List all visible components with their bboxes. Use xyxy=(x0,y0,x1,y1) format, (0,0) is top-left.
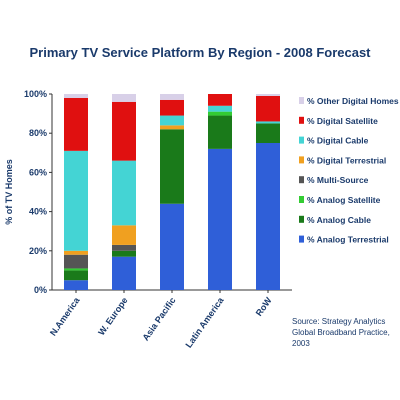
bar-segment xyxy=(160,203,184,290)
bar-segment xyxy=(256,123,280,143)
bar-segment xyxy=(64,268,88,271)
bar-segment xyxy=(208,94,232,106)
bar-segment xyxy=(112,94,136,102)
x-tick-label: RoW xyxy=(254,295,274,318)
chart-title: Primary TV Service Platform By Region - … xyxy=(29,45,371,60)
x-tick-label: Asia Pacific xyxy=(140,295,177,342)
source-line: Source: Strategy Analytics xyxy=(292,317,386,326)
legend-label: % Analog Terrestrial xyxy=(307,235,389,245)
legend-swatch xyxy=(299,97,304,104)
bar-segment xyxy=(112,101,136,161)
x-tick-label: N.America xyxy=(48,295,82,338)
bar-segment xyxy=(256,121,280,124)
legend-label: % Digital Cable xyxy=(307,136,369,146)
legend-label: % Digital Terrestrial xyxy=(307,155,386,165)
bar-segment xyxy=(112,256,136,290)
bar-segment xyxy=(160,94,184,100)
y-tick-label: 60% xyxy=(29,167,47,177)
legend-swatch xyxy=(299,156,304,164)
bar-segment xyxy=(112,250,136,257)
bar-segment xyxy=(64,97,88,151)
bar-segment xyxy=(64,270,88,281)
legend-swatch xyxy=(299,196,304,203)
bar-segment xyxy=(256,94,280,96)
bar-segment xyxy=(64,150,88,251)
bar-segment xyxy=(112,160,136,226)
x-tick-label: W. Europe xyxy=(96,295,129,337)
source-line: 2003 xyxy=(292,339,310,348)
y-tick-label: 0% xyxy=(34,285,47,295)
legend-label: % Other Digital Homes xyxy=(307,96,399,106)
bar-segment xyxy=(160,115,184,126)
legend-swatch xyxy=(299,116,304,124)
y-tick-label: 20% xyxy=(29,246,47,256)
bar-segment xyxy=(256,95,280,122)
y-tick-label: 100% xyxy=(24,89,47,99)
source-note: Source: Strategy Analytics Global Broadb… xyxy=(292,316,397,349)
y-tick-label: 80% xyxy=(29,128,47,138)
bar-segment xyxy=(64,280,88,290)
bar-segment xyxy=(208,115,232,149)
bar-segment xyxy=(112,244,136,251)
source-line: Global Broadband Practice, xyxy=(292,328,390,337)
x-tick-label: Latin America xyxy=(183,295,226,350)
bar-segment xyxy=(256,143,280,290)
legend-swatch xyxy=(299,235,304,243)
legend-label: % Analog Cable xyxy=(307,215,371,225)
legend-swatch xyxy=(299,136,304,144)
legend-label: % Analog Satellite xyxy=(307,195,381,205)
legend-label: % Multi-Source xyxy=(307,175,369,185)
bar-segment xyxy=(160,129,184,204)
legend-swatch xyxy=(299,215,304,223)
bar-segment xyxy=(208,148,232,290)
legend-label: % Digital Satellite xyxy=(307,116,378,126)
bar-segment xyxy=(208,111,232,116)
bar-segment xyxy=(160,125,184,130)
y-axis-label: % of TV Homes xyxy=(4,159,14,225)
bar-segment xyxy=(64,94,88,98)
bar-segment xyxy=(208,105,232,112)
bar-segment xyxy=(160,99,184,116)
bar-segment xyxy=(112,225,136,245)
bar-segment xyxy=(64,254,88,269)
y-tick-label: 40% xyxy=(29,207,47,217)
bar-segment xyxy=(64,250,88,255)
legend-swatch xyxy=(299,176,304,184)
